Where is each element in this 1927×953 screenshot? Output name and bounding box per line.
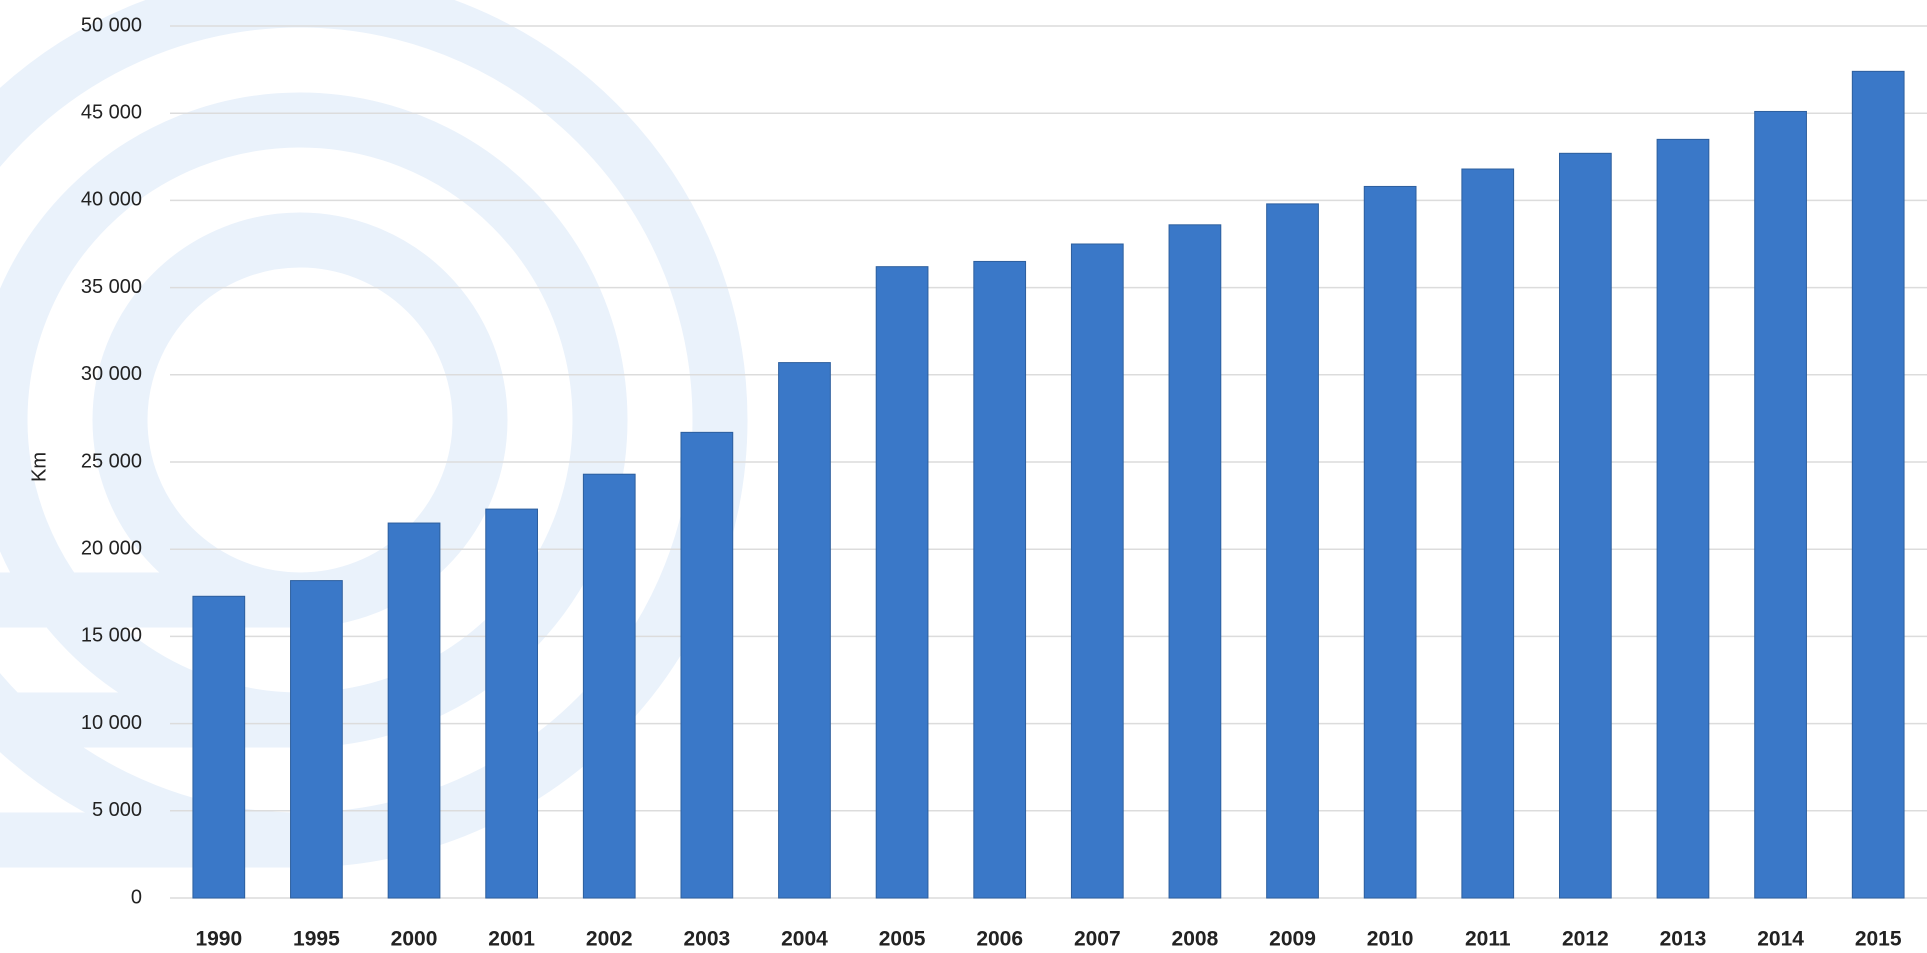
x-tick-label: 2002 <box>586 928 633 951</box>
y-tick-label: 5 000 <box>92 799 142 821</box>
bar <box>973 260 1027 899</box>
bar <box>1851 70 1905 899</box>
y-tick-label: 0 <box>131 886 142 908</box>
bar <box>1070 243 1124 899</box>
x-tick-label: 1990 <box>195 928 242 951</box>
x-tick-label: 2014 <box>1757 928 1804 951</box>
y-tick-label: 25 000 <box>81 450 142 472</box>
y-tick-label: 20 000 <box>81 537 142 559</box>
y-tick-label: 10 000 <box>81 712 142 734</box>
x-tick-label: 2008 <box>1172 928 1219 951</box>
bar <box>778 362 831 899</box>
bar <box>1558 152 1612 899</box>
x-tick-label: 2010 <box>1367 928 1414 951</box>
bar <box>485 508 539 899</box>
bar <box>192 595 246 899</box>
x-tick-label: 2000 <box>391 928 438 951</box>
y-tick-label: 40 000 <box>81 189 142 211</box>
bar <box>1656 138 1710 899</box>
y-axis-label: Km <box>28 452 50 482</box>
y-tick-label: 45 000 <box>81 101 142 123</box>
x-tick-label: 2012 <box>1562 928 1609 951</box>
bar <box>1754 110 1807 899</box>
bar <box>1461 168 1515 899</box>
y-tick-label: 30 000 <box>81 363 142 385</box>
bar <box>875 266 929 899</box>
y-tick-label: 15 000 <box>81 625 142 647</box>
x-tick-label: 1995 <box>293 928 340 951</box>
x-tick-label: 2001 <box>488 928 535 951</box>
x-tick-label: 2013 <box>1660 928 1707 951</box>
x-tick-label: 2006 <box>976 928 1023 951</box>
bar <box>1266 203 1319 899</box>
x-tick-label: 2009 <box>1269 928 1316 951</box>
bar <box>290 580 343 899</box>
bar <box>582 473 636 899</box>
y-tick-label: 35 000 <box>81 276 142 298</box>
x-tick-label: 2015 <box>1855 928 1902 951</box>
bar <box>387 522 441 899</box>
bar <box>680 431 734 899</box>
x-tick-label: 2011 <box>1465 928 1511 951</box>
x-tick-label: 2007 <box>1074 928 1121 951</box>
bar <box>1168 224 1222 899</box>
bar <box>1363 185 1417 899</box>
x-tick-label: 2003 <box>684 928 731 951</box>
y-tick-label: 50 000 <box>81 14 142 36</box>
x-tick-label: 2005 <box>879 928 926 951</box>
x-tick-label: 2004 <box>781 928 828 951</box>
